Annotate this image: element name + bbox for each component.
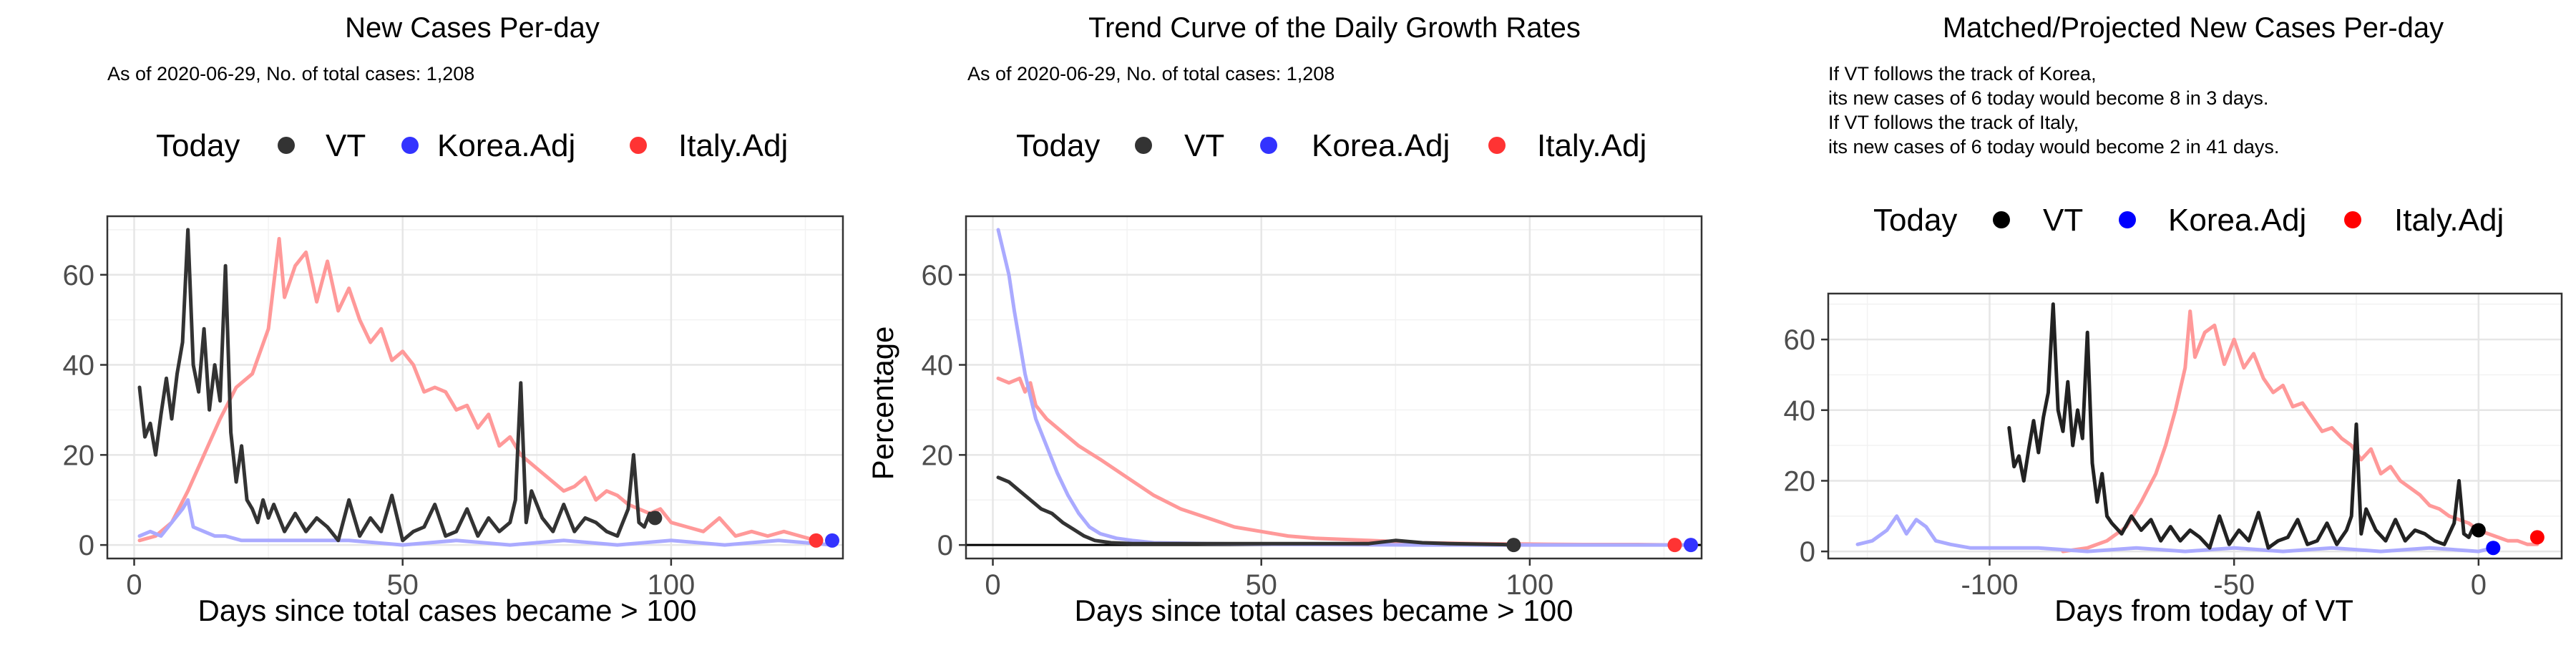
chart-new-cases: New Cases Per-day As of 2020-06-29, No. … bbox=[63, 12, 844, 627]
y-tick-label: 60 bbox=[1784, 324, 1816, 356]
plot-area bbox=[106, 215, 844, 560]
x-axis-ticks: 0 50 100 bbox=[126, 558, 695, 601]
legend-marker-italy bbox=[2344, 211, 2361, 228]
y-tick-label: 0 bbox=[79, 530, 94, 561]
panel-projected-cases: Matched/Projected New Cases Per-day If V… bbox=[1717, 0, 2576, 644]
series-line-italy bbox=[137, 236, 818, 543]
legend-marker-korea bbox=[2119, 211, 2136, 228]
series-line-vt bbox=[996, 475, 1516, 547]
legend-marker-korea bbox=[401, 137, 419, 154]
y-tick-label: 20 bbox=[1784, 465, 1816, 497]
chart-projected-cases: Matched/Projected New Cases Per-day If V… bbox=[1784, 12, 2563, 627]
legend-title: Today bbox=[1016, 128, 1100, 163]
legend-marker-italy bbox=[1488, 137, 1506, 154]
series-line-korea bbox=[1855, 514, 2495, 553]
legend-marker-italy bbox=[630, 137, 647, 154]
panel-growth-rates: Trend Curve of the Daily Growth Rates As… bbox=[859, 0, 1717, 644]
legend-label-korea: Korea.Adj bbox=[437, 128, 575, 163]
plot-area bbox=[965, 215, 1703, 560]
x-tick-label: 50 bbox=[1245, 569, 1277, 601]
y-tick-label: 40 bbox=[922, 350, 954, 382]
end-point-italy bbox=[2529, 530, 2545, 545]
legend-label-italy: Italy.Adj bbox=[2394, 203, 2504, 238]
x-axis-label: Days since total cases became > 100 bbox=[1075, 594, 1574, 627]
x-tick-label: 0 bbox=[2471, 569, 2487, 601]
plot-background bbox=[1828, 294, 2562, 558]
end-point-vt bbox=[648, 511, 663, 526]
x-tick-label: 100 bbox=[648, 569, 696, 601]
legend-label-italy: Italy.Adj bbox=[1537, 128, 1646, 163]
x-tick-label: 100 bbox=[1506, 569, 1554, 601]
end-point-korea bbox=[1683, 538, 1698, 553]
y-tick-label: 60 bbox=[63, 260, 95, 291]
y-axis-label: Percentage bbox=[866, 327, 899, 480]
chart-subtitle: As of 2020-06-29, No. of total cases: 1,… bbox=[967, 63, 1335, 84]
legend-title: Today bbox=[156, 128, 240, 163]
legend-marker-vt bbox=[278, 137, 295, 154]
y-tick-label: 60 bbox=[922, 260, 954, 291]
end-point-korea bbox=[2486, 541, 2501, 556]
x-axis-label: Days from today of VT bbox=[2054, 594, 2353, 627]
y-axis-ticks: 0 20 40 60 bbox=[1784, 324, 1828, 568]
y-tick-label: 20 bbox=[922, 440, 954, 471]
legend-marker-korea bbox=[1260, 137, 1277, 154]
legend: Today VT Korea.Adj Italy.Adj bbox=[1873, 203, 2504, 238]
x-tick-label: -50 bbox=[2213, 569, 2255, 601]
legend-label-korea: Korea.Adj bbox=[1312, 128, 1450, 163]
chart-title: New Cases Per-day bbox=[345, 12, 600, 44]
legend: Today VT Korea.Adj Italy.Adj bbox=[1016, 128, 1646, 163]
end-point-korea bbox=[824, 533, 839, 548]
end-point-vt bbox=[1506, 538, 1521, 553]
x-tick-label: 0 bbox=[985, 569, 1000, 601]
y-tick-label: 40 bbox=[1784, 395, 1816, 427]
chart-subtitle: As of 2020-06-29, No. of total cases: 1,… bbox=[107, 63, 474, 84]
legend-label-korea: Korea.Adj bbox=[2168, 203, 2306, 238]
legend: Today VT Korea.Adj Italy.Adj bbox=[156, 128, 788, 163]
y-axis-ticks: 0 20 40 60 bbox=[63, 260, 107, 561]
plot-area bbox=[1827, 292, 2563, 560]
end-point-italy bbox=[809, 533, 824, 548]
chart-subtitle-line-4: its new cases of 6 today would become 2 … bbox=[1828, 136, 2279, 158]
series-line-korea bbox=[137, 498, 834, 547]
chart-title: Trend Curve of the Daily Growth Rates bbox=[1088, 12, 1581, 44]
legend-label-vt: VT bbox=[2043, 203, 2083, 238]
x-axis-ticks: -100 -50 0 bbox=[1961, 558, 2487, 601]
x-tick-label: -100 bbox=[1961, 569, 2018, 601]
plot-border bbox=[106, 215, 844, 560]
end-point-vt bbox=[2471, 523, 2486, 538]
y-tick-label: 40 bbox=[63, 350, 95, 382]
plot-border bbox=[965, 215, 1703, 560]
chart-title: Matched/Projected New Cases Per-day bbox=[1943, 12, 2444, 44]
series-line-vt bbox=[137, 228, 657, 543]
x-tick-label: 0 bbox=[126, 569, 142, 601]
plot-border bbox=[1827, 292, 2563, 560]
legend-marker-vt bbox=[1993, 211, 2010, 228]
series-line-vt bbox=[2007, 302, 2481, 550]
legend-label-vt: VT bbox=[326, 128, 366, 163]
end-point-italy bbox=[1667, 538, 1682, 553]
y-tick-label: 0 bbox=[1800, 536, 1815, 568]
legend-marker-vt bbox=[1135, 137, 1152, 154]
x-axis-ticks: 0 50 100 bbox=[985, 558, 1553, 601]
x-tick-label: 50 bbox=[386, 569, 419, 601]
x-axis-label: Days since total cases became > 100 bbox=[198, 594, 697, 627]
y-tick-label: 20 bbox=[63, 440, 95, 471]
chart-subtitle-line-3: If VT follows the track of Italy, bbox=[1828, 112, 2079, 133]
legend-label-vt: VT bbox=[1184, 128, 1224, 163]
chart-subtitle-line-1: If VT follows the track of Korea, bbox=[1828, 63, 2097, 84]
plot-background bbox=[966, 216, 1702, 558]
legend-title: Today bbox=[1873, 203, 1957, 238]
y-tick-label: 0 bbox=[937, 530, 953, 561]
legend-label-italy: Italy.Adj bbox=[678, 128, 788, 163]
chart-growth-rates: Trend Curve of the Daily Growth Rates As… bbox=[866, 12, 1703, 627]
y-axis-ticks: 0 20 40 60 bbox=[922, 260, 966, 561]
chart-subtitle-line-2: its new cases of 6 today would become 8 … bbox=[1828, 87, 2268, 109]
panel-new-cases: New Cases Per-day As of 2020-06-29, No. … bbox=[0, 0, 859, 644]
